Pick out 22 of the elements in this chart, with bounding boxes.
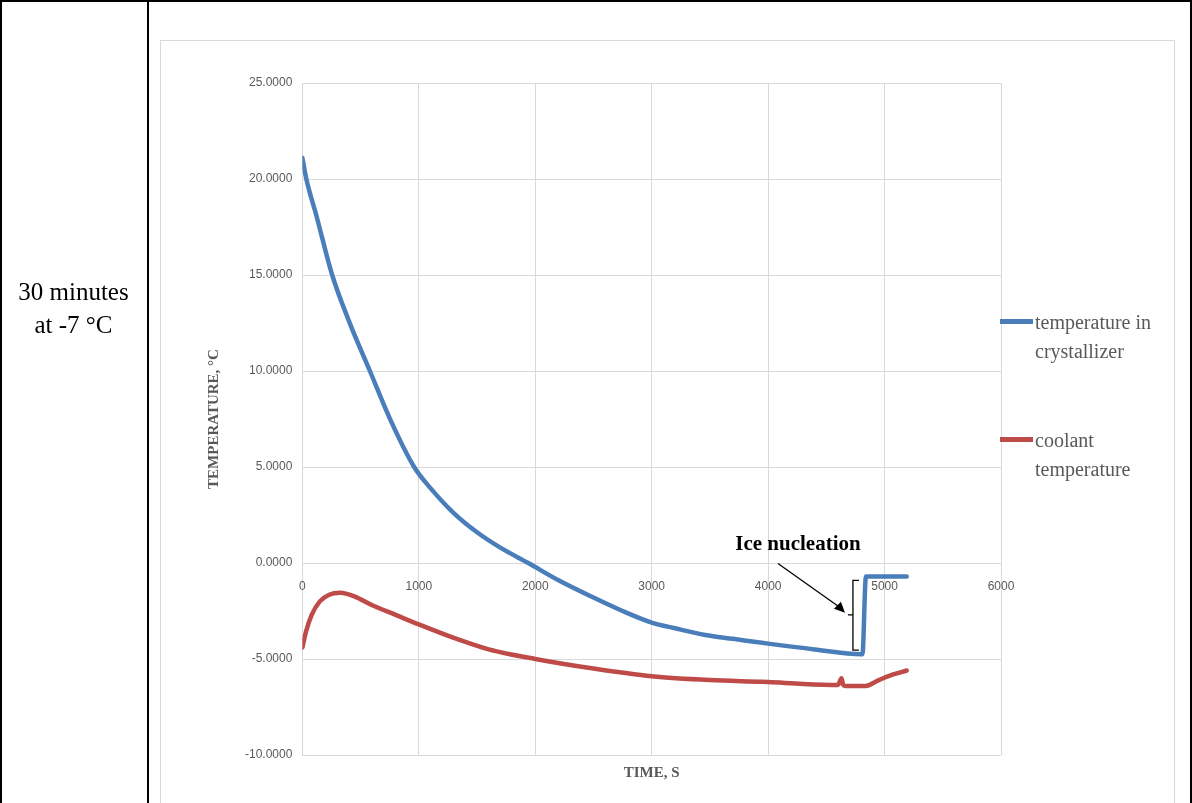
y-tick-label: 25.0000	[248, 75, 293, 90]
y-tick-label: 5.0000	[255, 459, 293, 474]
y-tick-label: 20.0000	[248, 171, 293, 186]
y-axis-title: TEMPERATURE, °C	[204, 349, 221, 489]
text: 30 minutes at -7 °C	[17, 277, 130, 340]
line-series	[302, 590, 909, 689]
y-tick-label: -10.0000	[245, 747, 293, 762]
x-axis-title: TIME, S	[623, 763, 680, 780]
y-tick-label: 15.0000	[248, 267, 293, 282]
x-tick-label: 3000	[638, 578, 666, 593]
x-tick-label: 5000	[871, 578, 899, 593]
annotation: Ice nucleation	[735, 530, 861, 556]
x-tick-label: 2000	[521, 578, 549, 593]
x-tick-label: 0	[299, 578, 307, 593]
x-tick-label: 6000	[987, 578, 1015, 593]
legend-label: temperature in crystallizer	[1035, 310, 1153, 365]
y-tick-label: 10.0000	[248, 363, 293, 378]
legend-label: coolant temperature	[1035, 428, 1132, 483]
x-tick-label: 4000	[754, 578, 782, 593]
y-tick-label: 0.0000	[255, 555, 293, 570]
x-tick-label: 1000	[405, 578, 433, 593]
y-tick-label: -5.0000	[251, 651, 293, 666]
